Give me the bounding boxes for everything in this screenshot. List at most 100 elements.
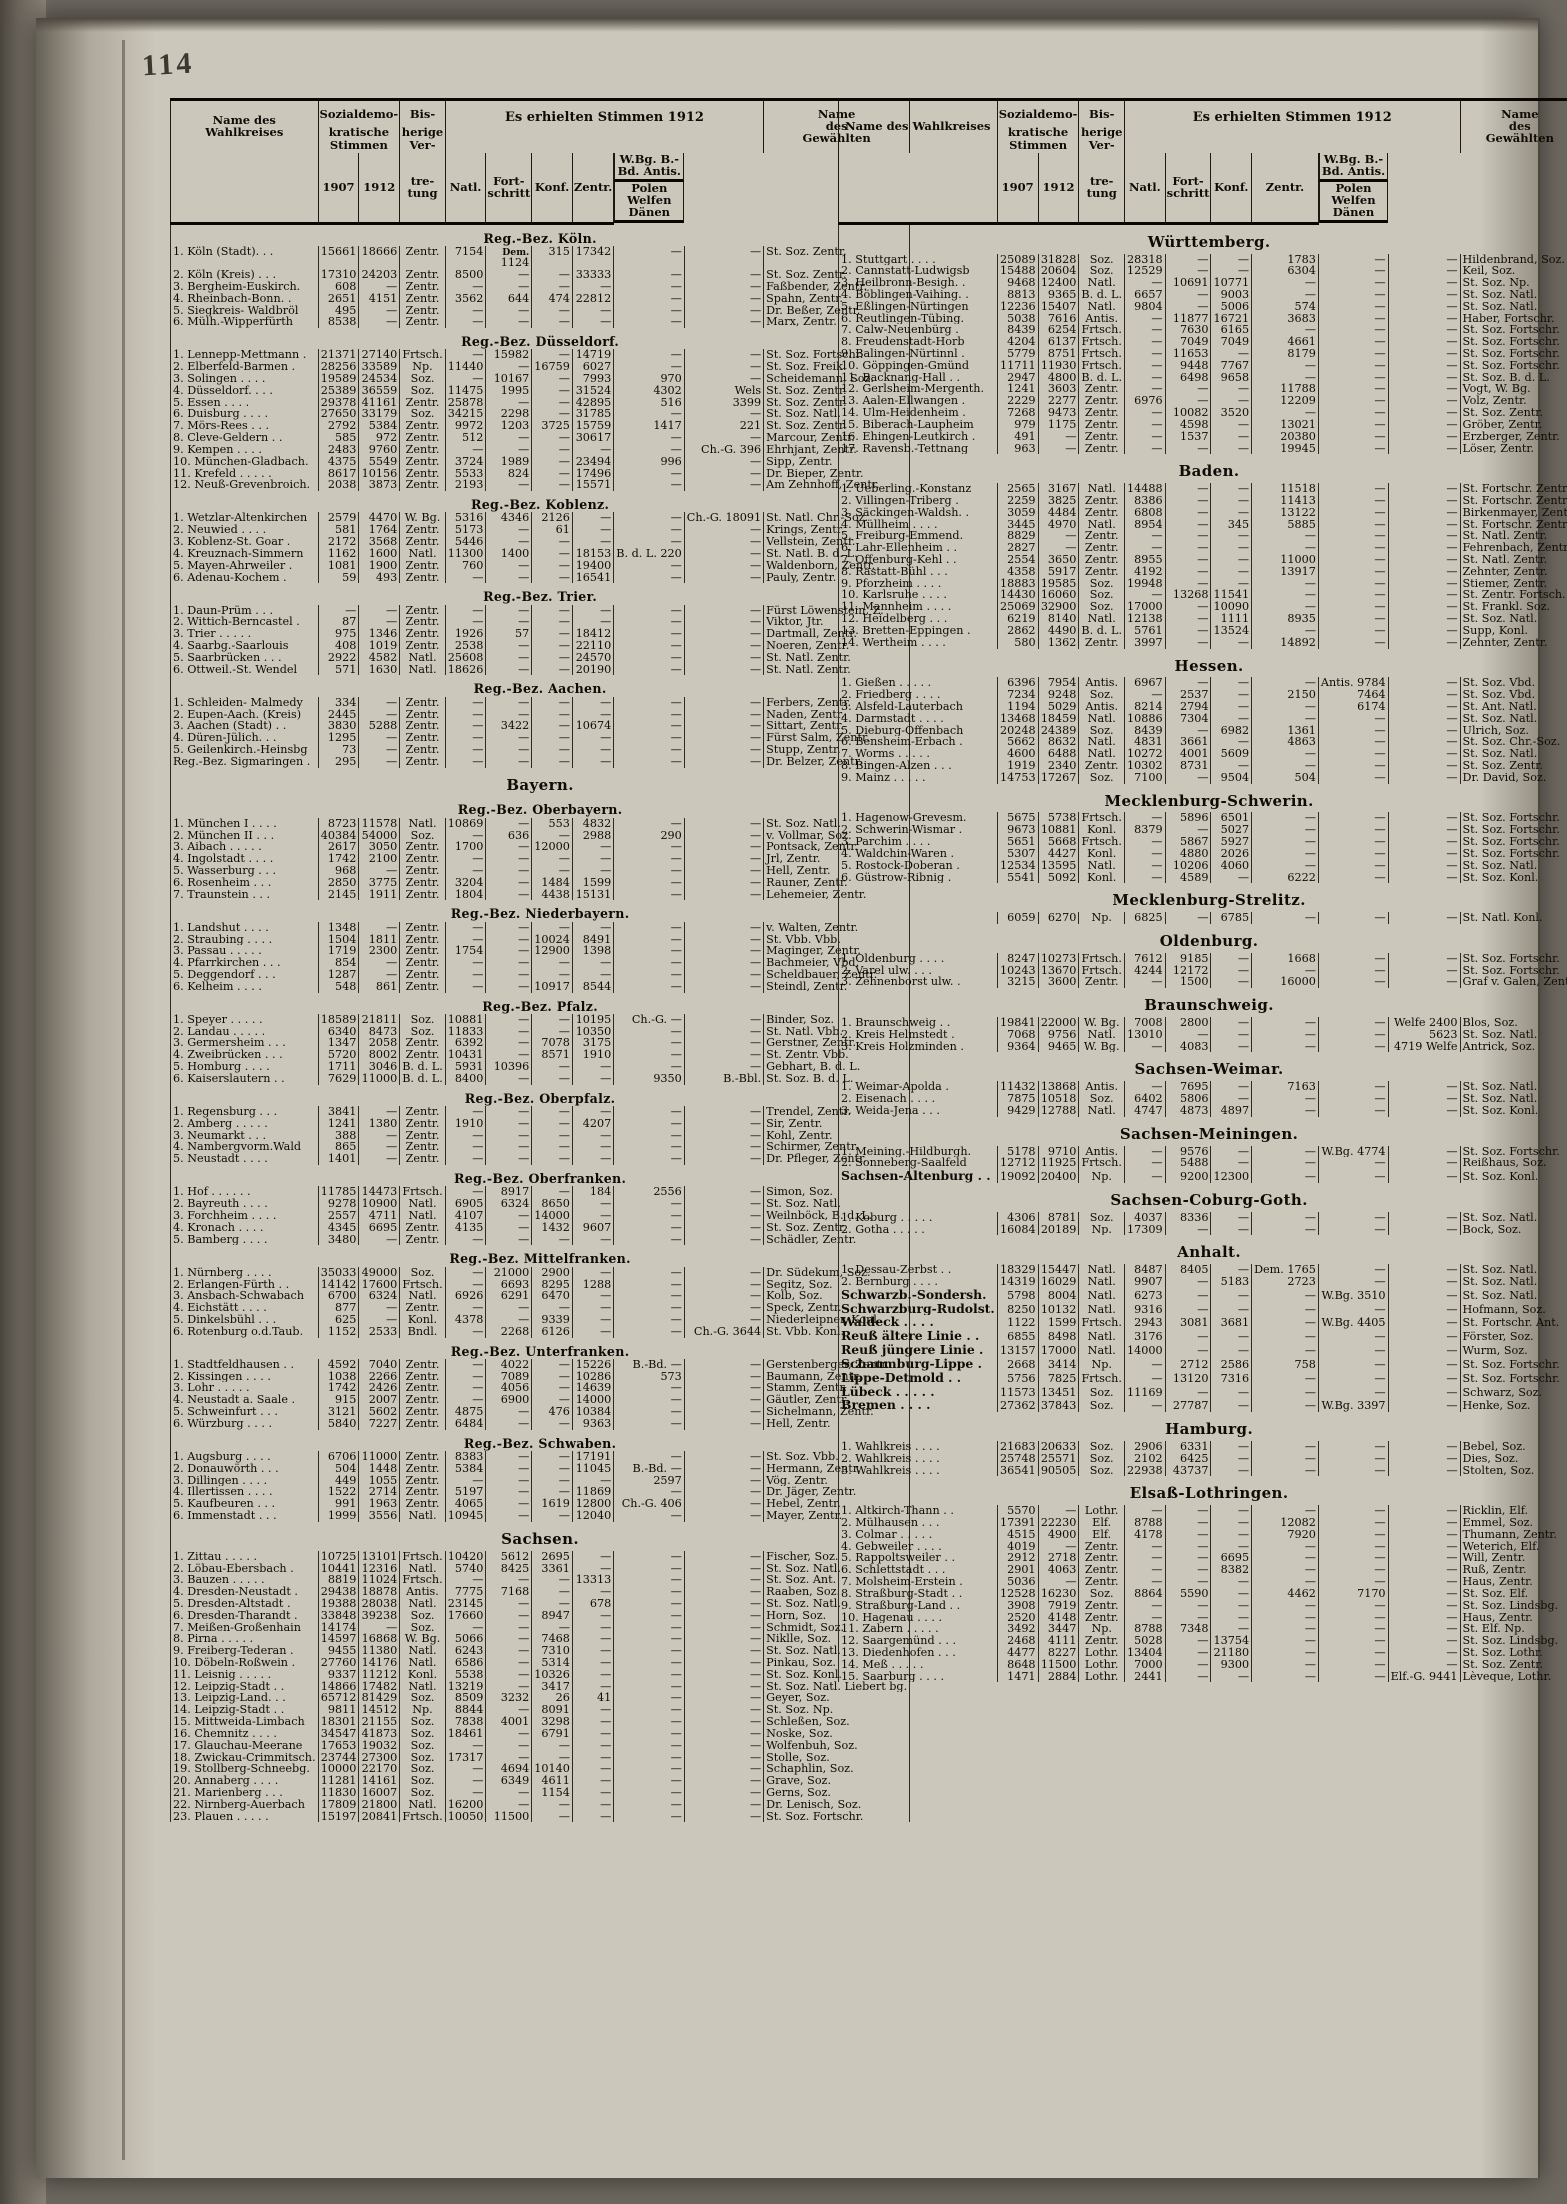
cell-previous-representation: Zentr. (1078, 530, 1125, 543)
cell-votes-wbg: — (1317, 736, 1389, 749)
cell-votes-wbg: 7464 (1317, 689, 1389, 701)
bisher-line4: tre- (410, 173, 435, 188)
cell-previous-representation: Soz. (399, 829, 446, 842)
cell-votes-polen: — (1387, 1646, 1461, 1659)
cell-previous-representation: Frtsch. (1078, 836, 1125, 848)
cell-votes-zentr: — (571, 1680, 615, 1693)
cell-votes-fortschritt: 1989 (485, 455, 533, 468)
cell-votes-polen: Ch.-G. 396 (683, 443, 765, 456)
cell-previous-representation: Soz. (1078, 601, 1125, 614)
cell-previous-representation: Frtsch. (1078, 324, 1125, 337)
cell-sd-votes-1912: 1019 (358, 640, 401, 652)
cell-votes-konf: — (531, 1129, 573, 1142)
cell-sd-votes-1907: 7629 (317, 1072, 360, 1085)
cell-votes-konf: — (531, 1739, 573, 1752)
cell-votes-fortschritt: 10396 (485, 1061, 533, 1073)
cell-elected-name: St. Soz. Natl. (1459, 1276, 1567, 1288)
cell-votes-fortschritt: — (1164, 636, 1212, 649)
cell-votes-natl: 14488 (1124, 483, 1166, 495)
section-heading: Reg.-Bez. Aachen. (169, 675, 911, 697)
cell-votes-zentr: — (571, 1751, 615, 1764)
cell-votes-natl: 3724 (444, 455, 487, 468)
cell-votes-fortschritt: 4873 (1164, 1104, 1212, 1117)
wbg-line2-right: B.-Bd. (1321, 152, 1384, 179)
table-row: 10. Karlsruhe . . . . 14430 16060 Soz. —1326… (838, 589, 1567, 602)
cell-votes-konf: — (531, 280, 573, 293)
table-row: 3. Zehnenborst ulw. . 3215 3600 Zentr. —1500… (838, 976, 1567, 989)
cell-votes-fortschritt: — (1164, 1540, 1212, 1553)
cell-votes-konf: 6470 (531, 1290, 573, 1303)
table-row: 4. Ingolstadt . . . . 1742 2100 Zentr. — — — — —… (170, 853, 911, 865)
section-heading-row: Reg.-Bez. Unterfranken. (169, 1337, 911, 1359)
cell-votes-zentr: — (571, 853, 615, 865)
cell-votes-konf: — (1210, 554, 1253, 566)
cell-constituency-name: 2. Wittich-Berncastel . (170, 616, 319, 629)
cell-previous-representation: Zentr. (399, 1358, 446, 1371)
cell-votes-konf: — (531, 968, 573, 981)
cell-sd-votes-1907: 2172 (317, 536, 360, 548)
cell-votes-polen: — (1387, 1104, 1461, 1117)
cell-votes-natl: 5446 (444, 536, 487, 548)
cell-votes-polen: — (1387, 1611, 1461, 1624)
cell-elected-name: Haber, Fortschr. (1459, 312, 1567, 325)
cell-previous-representation: Bndl. (399, 1325, 446, 1338)
section-heading: Sachsen. (169, 1521, 911, 1551)
cell-constituency-name: 18. Zwickau-Crimmitsch. (170, 1751, 319, 1764)
cell-votes-konf: — (1210, 1223, 1253, 1236)
cell-votes-fortschritt: 644 (485, 292, 533, 305)
cell-previous-representation: Zentr. (399, 443, 446, 456)
cell-votes-zentr: — (1251, 601, 1319, 614)
cell-votes-zentr: 5885 (1251, 518, 1319, 531)
cell-constituency-name: 4. Kreuznach-Simmern (170, 547, 319, 560)
cell-constituency-name: 1. Stadtfeldhausen . . (170, 1358, 319, 1371)
cell-votes-wbg: — (1317, 288, 1389, 301)
cell-elected-name: Hofmann, Soz. (1459, 1301, 1567, 1316)
cell-votes-polen: — (683, 1586, 765, 1598)
cell-previous-representation: Zentr. (399, 876, 446, 889)
cell-votes-wbg: 970 (613, 373, 685, 385)
cell-votes-konf: — (1210, 1464, 1253, 1477)
cell-sd-votes-1912: 7919 (1037, 1599, 1080, 1612)
cell-constituency-name: 3. Aachen (Stadt) . . (170, 720, 319, 733)
cell-sd-votes-1912: 9710 (1037, 1145, 1080, 1158)
cell-votes-wbg: — (613, 1633, 685, 1646)
cell-votes-natl: 5740 (444, 1562, 487, 1575)
cell-previous-representation: Soz. (1078, 589, 1125, 602)
cell-votes-konf: — (1210, 760, 1253, 772)
cell-votes-polen: — (683, 1025, 765, 1038)
cell-constituency-name: 6. Güstrow-Ribnig . (838, 871, 998, 884)
cell-votes-konf: 8571 (531, 1049, 573, 1062)
table-row: 3. Alsfeld-Lauterbach 1194 5029 Antis. 8214 2… (838, 700, 1567, 713)
cell-sd-votes-1912: 13451 (1037, 1384, 1080, 1399)
cell-votes-wbg: — (613, 1117, 685, 1130)
table-row: 9. Straßburg-Land . . 3908 7919 Zentr. — — — — —… (838, 1599, 1567, 1612)
table-row: 7. Calw-Neuenbürg . 8439 6254 Frtsch. —7630 6… (838, 324, 1567, 337)
cell-votes-fortschritt: 9185 (1164, 952, 1212, 965)
cell-votes-fortschritt: 2298 (485, 408, 533, 421)
cell-sd-votes-1907: 23744 (317, 1751, 360, 1764)
cell-votes-fortschritt: — (485, 755, 533, 768)
cell-votes-fortschritt: 4022 (485, 1358, 533, 1371)
cell-votes-zentr: — (1251, 1452, 1319, 1465)
cell-votes-fortschritt: — (1164, 494, 1212, 507)
cell-votes-polen: — (683, 292, 765, 305)
cell-votes-fortschritt: — (485, 933, 533, 946)
cell-votes-polen: — (683, 1106, 765, 1118)
cell-sd-votes-1907: 6700 (317, 1290, 360, 1303)
cell-sd-votes-1912: 33589 (358, 361, 401, 374)
cell-elected-name: St. Soz. Fortschr. (1459, 952, 1567, 965)
cell-votes-natl: 28318 (1124, 253, 1166, 266)
cell-constituency-name: 5. Kaufbeuren . . . (170, 1498, 319, 1511)
cell-votes-wbg: — (1317, 1440, 1389, 1453)
cell-constituency-name: 1. Daun-Prüm . . . (170, 604, 319, 617)
cell-votes-polen: — (683, 1727, 765, 1740)
table-row: 4. Düsseldorf. . . . 25389 36559 Soz. 11475 1… (170, 384, 911, 397)
cell-elected-name: St. Elf. Np. (1459, 1623, 1567, 1636)
cell-constituency-name: 1. Hof . . . . . . (170, 1186, 319, 1199)
cell-votes-polen: — (1387, 1517, 1461, 1529)
cell-votes-polen: — (1387, 407, 1461, 419)
cell-votes-natl: 6657 (1124, 288, 1166, 301)
cell-votes-polen: — (683, 696, 765, 709)
cell-votes-zentr: — (1251, 530, 1319, 543)
cell-votes-konf: — (531, 1382, 573, 1395)
